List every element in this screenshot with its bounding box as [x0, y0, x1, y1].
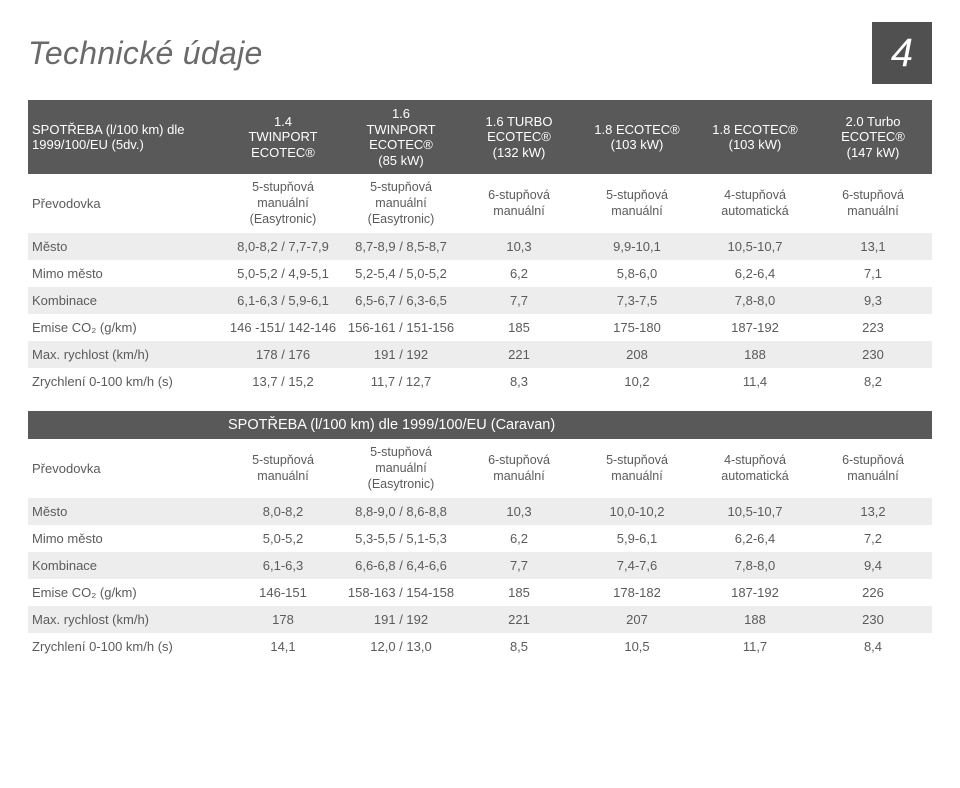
title-row: Technické údaje 4 — [28, 22, 932, 84]
gear-col-4: 5-stupňovámanuální — [578, 439, 696, 498]
page-root: Technické údaje 4 SPOTŘEBA (l/100 km) dl… — [0, 0, 960, 788]
table-row: Zrychlení 0-100 km/h (s) 13,7 / 15,2 11,… — [28, 368, 932, 395]
engine-col-1: 1.4TWINPORTECOTEC® — [224, 100, 342, 174]
table-row: Emise CO₂ (g/km) 146-151 158-163 / 154-1… — [28, 579, 932, 606]
gear-col-2: 5-stupňovámanuální(Easytronic) — [342, 439, 460, 498]
caravan-title: SPOTŘEBA (l/100 km) dle 1999/100/EU (Car… — [28, 411, 932, 439]
table-row: Max. rychlost (km/h) 178 191 / 192 221 2… — [28, 606, 932, 633]
gearbox-label: Převodovka — [28, 174, 224, 233]
table-row: Mimo město 5,0-5,2 / 4,9-5,1 5,2-5,4 / 5… — [28, 260, 932, 287]
gear-col-5: 4-stupňováautomatická — [696, 174, 814, 233]
table-row: Emise CO₂ (g/km) 146 -151/ 142-146 156-1… — [28, 314, 932, 341]
table-row: Město 8,0-8,2 / 7,7-7,9 8,7-8,9 / 8,5-8,… — [28, 233, 932, 260]
gear-col-3: 6-stupňovámanuální — [460, 174, 578, 233]
table-row: Město 8,0-8,2 8,8-9,0 / 8,6-8,8 10,3 10,… — [28, 498, 932, 525]
engine-col-4: 1.8 ECOTEC®(103 kW) — [578, 100, 696, 174]
table-header-gears-caravan: Převodovka 5-stupňovámanuální 5-stupňová… — [28, 439, 932, 498]
table-row: Mimo město 5,0-5,2 5,3-5,5 / 5,1-5,3 6,2… — [28, 525, 932, 552]
gear-col-6: 6-stupňovámanuální — [814, 174, 932, 233]
gearbox-label: Převodovka — [28, 439, 224, 498]
engine-col-2: 1.6TWINPORTECOTEC®(85 kW) — [342, 100, 460, 174]
caravan-title-row: SPOTŘEBA (l/100 km) dle 1999/100/EU (Car… — [28, 411, 932, 439]
table-row: Zrychlení 0-100 km/h (s) 14,1 12,0 / 13,… — [28, 633, 932, 660]
gear-col-6: 6-stupňovámanuální — [814, 439, 932, 498]
gear-col-1: 5-stupňovámanuální(Easytronic) — [224, 174, 342, 233]
engine-col-5: 1.8 ECOTEC®(103 kW) — [696, 100, 814, 174]
corner-header: SPOTŘEBA (l/100 km) dle 1999/100/EU (5dv… — [28, 100, 224, 174]
table-row: Kombinace 6,1-6,3 / 5,9-6,1 6,5-6,7 / 6,… — [28, 287, 932, 314]
table-header-gears: Převodovka 5-stupňovámanuální(Easytronic… — [28, 174, 932, 233]
chapter-number-badge: 4 — [872, 22, 932, 84]
gear-col-1: 5-stupňovámanuální — [224, 439, 342, 498]
page-title: Technické údaje — [28, 35, 263, 72]
table-header-engines: SPOTŘEBA (l/100 km) dle 1999/100/EU (5dv… — [28, 100, 932, 174]
gear-col-5: 4-stupňováautomatická — [696, 439, 814, 498]
gear-col-2: 5-stupňovámanuální(Easytronic) — [342, 174, 460, 233]
spec-table-5dv: SPOTŘEBA (l/100 km) dle 1999/100/EU (5dv… — [28, 100, 932, 395]
table-row: Kombinace 6,1-6,3 6,6-6,8 / 6,4-6,6 7,7 … — [28, 552, 932, 579]
gear-col-3: 6-stupňovámanuální — [460, 439, 578, 498]
spec-table-caravan: SPOTŘEBA (l/100 km) dle 1999/100/EU (Car… — [28, 411, 932, 660]
engine-col-3: 1.6 TURBOECOTEC®(132 kW) — [460, 100, 578, 174]
engine-col-6: 2.0 TurboECOTEC®(147 kW) — [814, 100, 932, 174]
gear-col-4: 5-stupňovámanuální — [578, 174, 696, 233]
table-row: Max. rychlost (km/h) 178 / 176 191 / 192… — [28, 341, 932, 368]
